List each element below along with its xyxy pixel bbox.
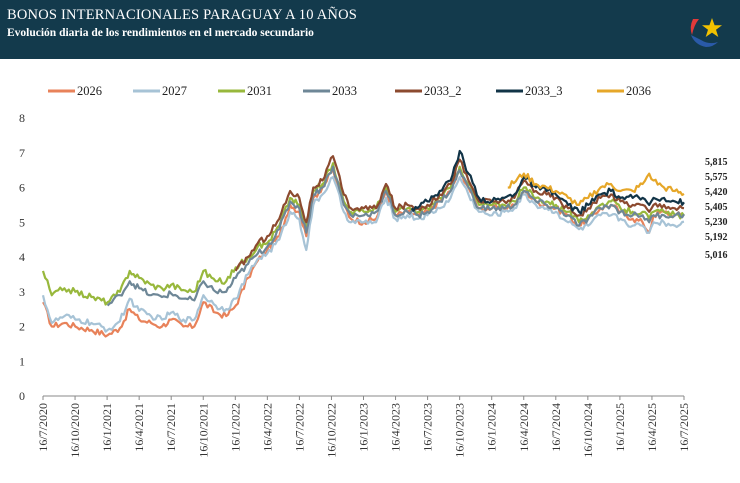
legend-label-2033_2: 2033_2 bbox=[424, 84, 462, 98]
x-axis: 16/7/2020 16/10/2020 16/1/2021 16/4/2021 16/… bbox=[36, 395, 691, 458]
end-value-labels: 5,815 5,575 5,420 5,405 5,230 5,192 5,016 bbox=[705, 157, 728, 261]
chart-subtitle: Evolución diaria de los rendimientos en … bbox=[7, 27, 314, 39]
chart-title: BONOS INTERNACIONALES PARAGUAY A 10 AÑOS bbox=[7, 7, 358, 23]
end-label: 5,230 bbox=[705, 217, 728, 228]
x-tick-label: 16/4/2025 bbox=[645, 403, 659, 452]
series-line-2031 bbox=[41, 162, 685, 306]
series-line-2036 bbox=[507, 172, 685, 206]
end-label: 5,016 bbox=[705, 250, 728, 261]
end-label: 5,192 bbox=[705, 232, 728, 243]
y-tick-label: 3 bbox=[19, 285, 25, 299]
x-tick-label: 16/1/2025 bbox=[613, 403, 627, 452]
y-tick-label: 4 bbox=[19, 250, 25, 264]
x-tick-label: 16/7/2023 bbox=[421, 403, 435, 452]
y-tick-label: 1 bbox=[19, 354, 25, 368]
y-tick-label: 7 bbox=[19, 146, 25, 160]
end-label: 5,420 bbox=[705, 187, 728, 198]
x-tick-label: 16/7/2022 bbox=[292, 403, 306, 452]
x-tick-label: 16/1/2024 bbox=[485, 403, 499, 452]
y-tick-label: 5 bbox=[19, 215, 25, 229]
x-tick-label: 16/4/2021 bbox=[132, 403, 146, 452]
series-line-2033_2 bbox=[234, 155, 685, 272]
legend-label-2031: 2031 bbox=[247, 84, 272, 98]
x-tick-label: 16/1/2023 bbox=[357, 403, 371, 452]
x-tick-label: 16/7/2021 bbox=[164, 403, 178, 452]
legend-label-2033: 2033 bbox=[332, 84, 357, 98]
x-tick-label: 16/1/2022 bbox=[228, 403, 242, 452]
y-tick-label: 0 bbox=[19, 389, 25, 403]
series-lines bbox=[41, 149, 685, 338]
legend-label-2033_3: 2033_3 bbox=[525, 84, 563, 98]
x-tick-label: 16/10/2020 bbox=[68, 403, 82, 458]
x-tick-label: 16/4/2024 bbox=[517, 403, 531, 452]
x-tick-label: 16/10/2022 bbox=[324, 403, 338, 458]
x-tick-label: 16/4/2022 bbox=[260, 403, 274, 452]
legend: 2026 2027 2031 2033 2033_2 2033_3 2036 bbox=[48, 84, 651, 98]
x-tick-label: 16/10/2023 bbox=[453, 403, 467, 458]
end-label: 5,815 bbox=[705, 157, 728, 168]
y-tick-label: 2 bbox=[19, 320, 25, 334]
x-tick-label: 16/1/2021 bbox=[100, 403, 114, 452]
yield-line-chart: 2026 2027 2031 2033 2033_2 2033_3 2036 0 1 2 3 4 5 6… bbox=[19, 84, 728, 458]
legend-label-2026: 2026 bbox=[77, 84, 102, 98]
end-label: 5,405 bbox=[705, 202, 728, 213]
series-line-2033 bbox=[106, 165, 685, 307]
y-axis: 0 1 2 3 4 5 6 7 8 bbox=[19, 111, 25, 403]
x-tick-label: 16/4/2023 bbox=[389, 403, 403, 452]
legend-label-2036: 2036 bbox=[626, 84, 651, 98]
y-tick-label: 6 bbox=[19, 181, 25, 195]
y-tick-label: 8 bbox=[19, 111, 25, 125]
x-tick-label: 16/7/2025 bbox=[677, 403, 691, 452]
end-label: 5,575 bbox=[705, 172, 728, 183]
x-tick-label: 16/10/2024 bbox=[581, 403, 595, 458]
legend-label-2027: 2027 bbox=[162, 84, 187, 98]
series-line-2027 bbox=[41, 176, 685, 333]
x-tick-label: 16/7/2020 bbox=[36, 403, 50, 452]
x-tick-label: 16/7/2024 bbox=[549, 403, 563, 452]
chart-header: BONOS INTERNACIONALES PARAGUAY A 10 AÑOS… bbox=[0, 0, 740, 59]
x-tick-label: 16/10/2021 bbox=[196, 403, 210, 458]
paraguay-emblem-icon bbox=[686, 8, 722, 48]
